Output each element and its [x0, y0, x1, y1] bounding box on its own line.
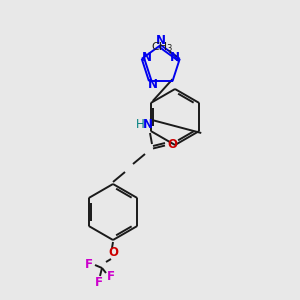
Text: N: N: [156, 34, 166, 47]
Text: F: F: [85, 259, 93, 272]
Text: N: N: [142, 51, 152, 64]
Text: N: N: [170, 51, 180, 64]
Text: F: F: [95, 275, 103, 289]
Text: CH: CH: [152, 42, 168, 52]
Text: O: O: [167, 137, 177, 151]
Text: O: O: [108, 247, 118, 260]
Text: N: N: [148, 78, 158, 91]
Text: N: N: [143, 118, 153, 131]
Text: 3: 3: [166, 44, 172, 53]
Text: F: F: [107, 269, 115, 283]
Text: H: H: [136, 118, 144, 131]
